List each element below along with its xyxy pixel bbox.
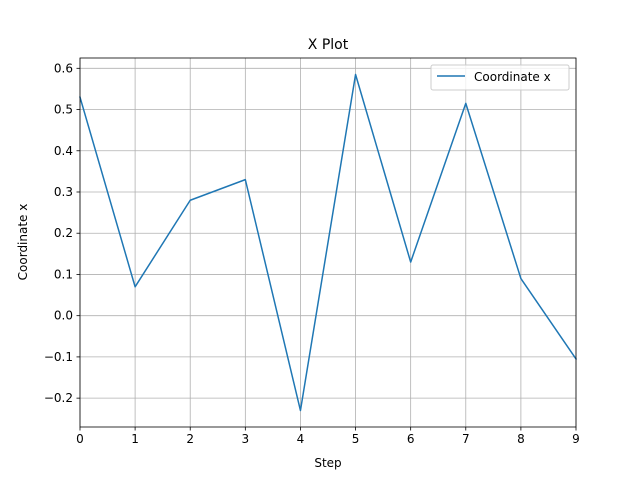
y-tick-label: −0.1 — [44, 350, 73, 364]
legend-label-coordinate-x: Coordinate x — [474, 70, 551, 84]
x-tick-label: 0 — [76, 432, 84, 446]
plot-area-frame — [79, 57, 577, 428]
x-tick-label: 8 — [517, 432, 525, 446]
y-tick-label: 0.5 — [54, 103, 73, 117]
x-tick-label: 7 — [462, 432, 470, 446]
legend: Coordinate x — [430, 64, 570, 91]
series-lines — [79, 73, 578, 412]
y-tick-label: 0.2 — [54, 226, 73, 240]
legend-box — [430, 64, 570, 91]
x-axis-ticks: 0 1 2 3 4 5 6 7 8 9 — [76, 427, 580, 446]
y-tick-label: 0.0 — [54, 309, 73, 323]
y-tick-label: 0.3 — [54, 185, 73, 199]
y-axis-ticks: −0.2 −0.1 0.0 0.1 0.2 0.3 0.4 0.5 0.6 — [44, 61, 80, 405]
y-tick-label: 0.4 — [54, 144, 73, 158]
y-tick-label: −0.2 — [44, 391, 73, 405]
x-tick-label: 9 — [572, 432, 580, 446]
y-tick-label: 0.6 — [54, 61, 73, 75]
x-tick-label: 4 — [297, 432, 305, 446]
x-tick-label: 1 — [131, 432, 139, 446]
x-axis-label: Step — [314, 456, 341, 470]
x-tick-label: 3 — [242, 432, 250, 446]
x-tick-label: 5 — [352, 432, 360, 446]
chart-title: X Plot — [308, 37, 349, 53]
y-tick-label: 0.1 — [54, 267, 73, 281]
x-tick-label: 6 — [407, 432, 415, 446]
x-tick-label: 2 — [186, 432, 194, 446]
series-line-coordinate-x — [79, 73, 578, 412]
y-axis-label: Coordinate x — [16, 204, 30, 281]
